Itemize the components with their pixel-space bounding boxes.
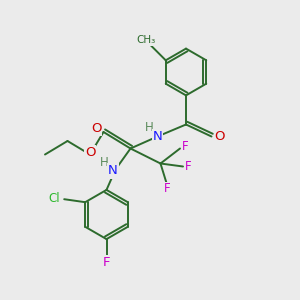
Text: F: F: [182, 140, 189, 154]
Text: F: F: [185, 160, 192, 173]
Text: N: N: [153, 130, 162, 143]
Text: O: O: [85, 146, 95, 159]
Text: O: O: [215, 130, 225, 143]
Text: H: H: [100, 156, 109, 170]
Text: Cl: Cl: [49, 192, 60, 205]
Text: O: O: [91, 122, 101, 135]
Text: CH₃: CH₃: [136, 35, 156, 45]
Text: H: H: [145, 121, 154, 134]
Text: F: F: [164, 182, 170, 196]
Text: N: N: [108, 164, 118, 178]
Text: F: F: [103, 256, 110, 269]
